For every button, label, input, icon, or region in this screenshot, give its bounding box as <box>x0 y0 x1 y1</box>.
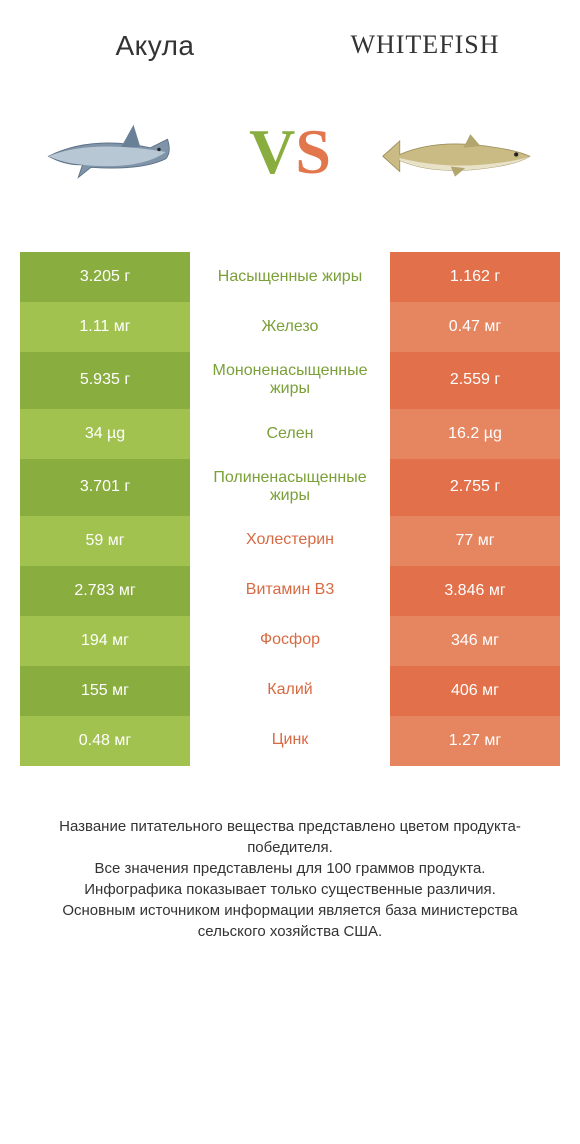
footer-line: Инфографика показывает только существенн… <box>28 879 552 900</box>
right-value: 3.846 мг <box>390 566 560 616</box>
nutrient-label: Холестерин <box>190 516 390 566</box>
title-left: Акула <box>20 30 290 62</box>
nutrient-label: Железо <box>190 302 390 352</box>
table-row: 155 мгКалий406 мг <box>20 666 560 716</box>
nutrient-label: Насыщенные жиры <box>190 252 390 302</box>
left-value: 34 µg <box>20 409 190 459</box>
footer-line: Название питательного вещества представл… <box>28 816 552 858</box>
vs-v: V <box>249 116 295 187</box>
footer-line: Все значения представлены для 100 граммо… <box>28 858 552 879</box>
title-right: WHITEFISH <box>290 30 560 62</box>
nutrient-label: Калий <box>190 666 390 716</box>
left-value: 1.11 мг <box>20 302 190 352</box>
left-value: 2.783 мг <box>20 566 190 616</box>
left-value: 3.205 г <box>20 252 190 302</box>
left-value: 59 мг <box>20 516 190 566</box>
right-value: 406 мг <box>390 666 560 716</box>
shark-image <box>10 92 239 212</box>
table-row: 5.935 гМононенасыщенные жиры2.559 г <box>20 352 560 409</box>
table-row: 2.783 мгВитамин B33.846 мг <box>20 566 560 616</box>
comparison-table: 3.205 гНасыщенные жиры1.162 г1.11 мгЖеле… <box>20 252 560 766</box>
nutrient-label: Селен <box>190 409 390 459</box>
nutrient-label: Цинк <box>190 716 390 766</box>
right-value: 1.162 г <box>390 252 560 302</box>
left-value: 5.935 г <box>20 352 190 409</box>
left-value: 155 мг <box>20 666 190 716</box>
nutrient-label: Мононенасыщенные жиры <box>190 352 390 409</box>
right-value: 2.559 г <box>390 352 560 409</box>
hero-row: VS <box>0 72 580 242</box>
table-row: 1.11 мгЖелезо0.47 мг <box>20 302 560 352</box>
right-value: 2.755 г <box>390 459 560 516</box>
vs-label: VS <box>249 115 331 189</box>
table-row: 194 мгФосфор346 мг <box>20 616 560 666</box>
footer-line: Основным источником информации является … <box>28 900 552 942</box>
right-value: 346 мг <box>390 616 560 666</box>
nutrient-label: Полиненасыщенные жиры <box>190 459 390 516</box>
table-row: 3.701 гПолиненасыщенные жиры2.755 г <box>20 459 560 516</box>
table-row: 3.205 гНасыщенные жиры1.162 г <box>20 252 560 302</box>
left-value: 0.48 мг <box>20 716 190 766</box>
footer-notes: Название питательного вещества представл… <box>0 766 580 942</box>
right-value: 1.27 мг <box>390 716 560 766</box>
nutrient-label: Фосфор <box>190 616 390 666</box>
table-row: 0.48 мгЦинк1.27 мг <box>20 716 560 766</box>
right-value: 0.47 мг <box>390 302 560 352</box>
left-value: 3.701 г <box>20 459 190 516</box>
vs-s: S <box>295 116 331 187</box>
right-value: 77 мг <box>390 516 560 566</box>
right-value: 16.2 µg <box>390 409 560 459</box>
whitefish-image <box>341 92 570 212</box>
nutrient-label: Витамин B3 <box>190 566 390 616</box>
table-row: 59 мгХолестерин77 мг <box>20 516 560 566</box>
table-row: 34 µgСелен16.2 µg <box>20 409 560 459</box>
left-value: 194 мг <box>20 616 190 666</box>
header: Акула WHITEFISH <box>0 0 580 72</box>
